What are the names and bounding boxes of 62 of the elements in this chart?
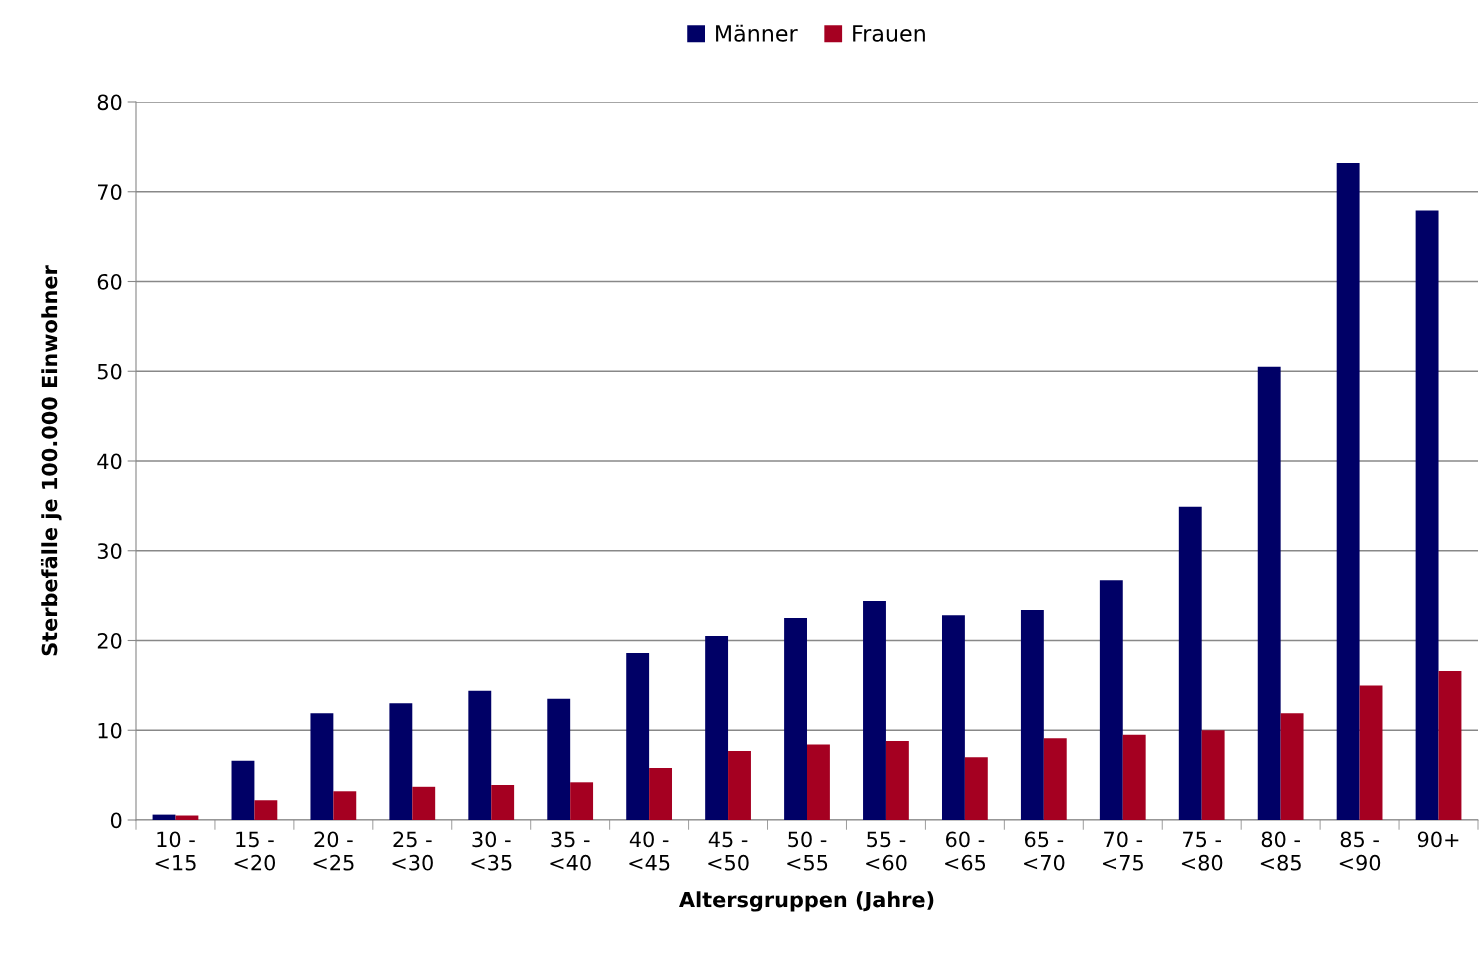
x-axis-title: Altersgruppen (Jahre) xyxy=(679,891,934,912)
y-tick-label: 0 xyxy=(110,812,122,829)
y-tick-label: 10 xyxy=(98,722,122,739)
bar xyxy=(784,618,807,820)
bar xyxy=(333,791,357,820)
bar xyxy=(964,757,988,820)
bar xyxy=(1099,580,1123,820)
bar xyxy=(491,785,515,820)
bar xyxy=(468,690,492,820)
y-tick-label: 50 xyxy=(97,363,122,380)
bar xyxy=(1020,609,1044,820)
bar xyxy=(254,800,278,820)
x-tick-label: 70 - <75 xyxy=(1102,831,1143,871)
bar xyxy=(728,750,751,820)
bar xyxy=(1043,738,1067,820)
x-tick-label: 15 - <20 xyxy=(234,831,276,871)
bar xyxy=(1280,713,1304,820)
y-tick-label: 70 xyxy=(98,184,122,200)
x-tick-label: 40 - <45 xyxy=(629,831,670,871)
bar xyxy=(389,703,413,820)
bar xyxy=(1359,685,1383,820)
x-tick-label: 75 - <80 xyxy=(1181,831,1223,871)
bar xyxy=(231,760,255,820)
bar xyxy=(705,636,729,820)
x-tick-label: 35 - <40 xyxy=(550,831,591,871)
bar xyxy=(941,615,965,820)
x-tick-label: 80 - <85 xyxy=(1260,831,1301,871)
legend-label: Frauen xyxy=(853,25,925,42)
x-tick-label: 90+ xyxy=(1417,831,1459,848)
x-tick-label: 25 - <30 xyxy=(392,831,433,871)
y-tick-label: 30 xyxy=(97,543,122,559)
bar xyxy=(310,713,334,820)
bar xyxy=(1122,734,1146,820)
bar xyxy=(1178,506,1202,820)
bar xyxy=(1438,671,1462,820)
bar xyxy=(1257,366,1281,820)
x-tick-label: 20 - <25 xyxy=(313,831,354,871)
y-tick-label: 60 xyxy=(97,273,122,290)
bar xyxy=(807,744,830,820)
x-tick-label: 30 - <35 xyxy=(471,831,512,871)
bar xyxy=(863,601,886,820)
x-tick-label: 50 - <55 xyxy=(787,831,828,871)
bar xyxy=(885,741,909,820)
y-tick-label: 40 xyxy=(97,453,122,470)
legend-label: Männer xyxy=(716,24,798,42)
x-tick-label: 10 - <15 xyxy=(155,831,196,871)
y-tick-label: 20 xyxy=(97,632,122,649)
y-axis-title: Sterbefälle je 100.000 Einwohner xyxy=(40,265,62,656)
bar xyxy=(412,786,436,820)
y-tick-label: 80 xyxy=(97,94,122,111)
x-tick-label: 45 - <50 xyxy=(708,831,749,871)
bar xyxy=(1336,163,1360,820)
x-tick-label: 85 - <90 xyxy=(1339,831,1381,871)
bar xyxy=(649,767,673,820)
bar xyxy=(626,653,650,820)
bar xyxy=(570,782,594,820)
x-tick-label: 55 - <60 xyxy=(866,831,907,871)
x-tick-label: 60 - <65 xyxy=(945,831,986,871)
bar xyxy=(1201,730,1225,820)
bar xyxy=(547,698,571,820)
bar xyxy=(1415,210,1439,820)
x-tick-label: 65 - <70 xyxy=(1024,831,1065,871)
